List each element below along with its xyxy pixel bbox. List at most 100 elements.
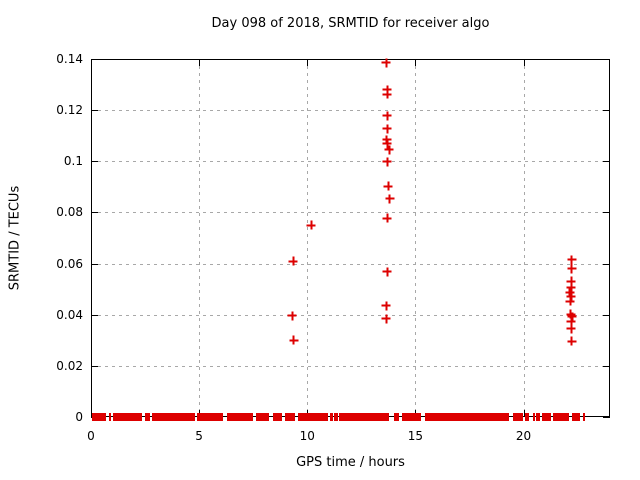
data-point-marker (382, 85, 392, 95)
data-point-marker (565, 287, 575, 297)
zero-value-band-segment (512, 413, 523, 421)
data-point-marker (566, 283, 576, 293)
y-tick-label: 0.14 (56, 52, 83, 66)
y-tick-mark-right (603, 263, 610, 265)
y-gridline (91, 212, 610, 214)
data-point-marker (566, 309, 576, 319)
zero-value-band-segment (197, 413, 224, 421)
y-tick-label: 0.08 (56, 205, 83, 220)
data-point-marker (381, 314, 391, 324)
zero-value-band-segment (393, 413, 399, 421)
zero-value-band-segment (108, 413, 112, 421)
data-point-marker (382, 139, 392, 149)
data-point-marker (288, 256, 298, 266)
y-tick-label: 0.04 (56, 307, 83, 322)
zero-value-band-segment (582, 413, 585, 421)
x-tick-mark-top (307, 59, 309, 66)
zero-value-band-segment (532, 413, 535, 421)
y-tick-mark-right (603, 314, 610, 316)
y-tick-mark-right (603, 59, 610, 60)
data-point-marker (382, 111, 392, 121)
y-tick-mark-right (603, 110, 610, 112)
y-gridline (91, 314, 610, 316)
x-tick-mark-top (523, 59, 525, 66)
x-tick-label: 5 (195, 429, 203, 443)
data-point-marker (382, 89, 392, 99)
y-tick-label: 0.02 (56, 358, 83, 373)
data-point-marker (566, 324, 576, 334)
data-point-marker (383, 181, 393, 191)
x-tick-label: 0 (87, 429, 95, 443)
data-point-marker (566, 317, 576, 327)
x-axis-label: GPS time / hours (296, 455, 405, 470)
x-gridline (415, 59, 417, 417)
y-gridline (91, 110, 610, 112)
plot-area (91, 58, 610, 421)
zero-value-band-segment (541, 413, 551, 421)
x-gridline (523, 59, 525, 417)
data-point-marker (566, 276, 576, 286)
zero-value-band-segment (552, 413, 569, 421)
data-point-marker (385, 194, 395, 204)
y-gridline (91, 161, 610, 163)
data-point-marker (382, 157, 392, 167)
zero-value-band-segment (285, 413, 296, 421)
zero-value-band-segment (535, 413, 540, 421)
zero-value-band-segment (113, 413, 143, 421)
y-tick-mark (91, 161, 98, 163)
zero-value-band-segment (297, 413, 328, 421)
y-tick-mark (91, 212, 98, 214)
data-point-marker (567, 264, 577, 274)
data-point-marker (567, 255, 577, 265)
x-tick-label: 10 (299, 429, 315, 443)
x-tick-label: 20 (515, 429, 532, 443)
data-point-marker (289, 335, 299, 345)
y-gridline (91, 365, 610, 367)
data-point-marker (567, 312, 577, 322)
x-tick-mark-top (415, 59, 417, 66)
zero-value-band-segment (92, 413, 107, 421)
zero-value-band-segment (145, 413, 151, 421)
x-tick-mark (91, 410, 92, 417)
data-point-marker (565, 296, 575, 306)
data-point-marker (306, 220, 316, 230)
y-gridline (91, 263, 610, 265)
x-tick-mark-top (199, 59, 201, 66)
y-tick-label: 0.12 (56, 103, 83, 118)
data-point-marker (287, 311, 297, 321)
data-point-marker (566, 292, 576, 302)
zero-value-band-segment (273, 413, 283, 421)
zero-value-band-segment (571, 413, 580, 421)
data-point-marker (384, 145, 394, 155)
chart-title: Day 098 of 2018, SRMTID for receiver alg… (211, 16, 490, 31)
x-tick-label: 15 (407, 429, 424, 443)
y-tick-mark-right (603, 417, 610, 418)
zero-value-band-segment (227, 413, 254, 421)
y-tick-mark (91, 314, 98, 316)
zero-value-band-segment (256, 413, 270, 421)
zero-value-band-segment (524, 413, 529, 421)
zero-value-band-segment (424, 413, 509, 421)
y-axis-label: SRMTID / TECUs (7, 185, 23, 291)
y-tick-mark (91, 365, 98, 367)
plot-border (91, 59, 610, 417)
zero-value-band-segment (152, 413, 196, 421)
data-point-marker (381, 301, 391, 311)
data-point-marker (382, 213, 392, 223)
zero-value-band-segment (401, 413, 421, 421)
y-tick-mark-right (603, 161, 610, 163)
data-point-marker (567, 336, 577, 346)
zero-value-band-segment (329, 413, 333, 421)
y-tick-mark (91, 110, 98, 112)
y-tick-mark (91, 59, 98, 60)
y-tick-label: 0 (75, 410, 83, 424)
x-tick-mark (523, 410, 525, 417)
y-tick-mark (91, 263, 98, 265)
data-point-marker (382, 124, 392, 134)
y-tick-mark-right (603, 212, 610, 214)
y-tick-mark-right (603, 365, 610, 367)
data-point-marker (382, 267, 392, 277)
data-point-marker (381, 58, 391, 68)
y-tick-label: 0.06 (56, 256, 83, 271)
